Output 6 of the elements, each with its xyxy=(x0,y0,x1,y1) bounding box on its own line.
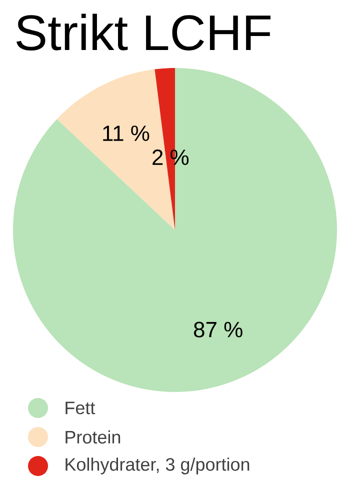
legend-label: Fett xyxy=(66,402,96,414)
legend-label: Kolhydrater, 3 g/portion xyxy=(66,458,250,474)
legend-label: Protein xyxy=(66,430,120,444)
data-label: 87 % xyxy=(194,322,242,338)
chart-title: Strikt LCHF xyxy=(16,14,270,50)
data-label: 11 % xyxy=(103,126,150,141)
